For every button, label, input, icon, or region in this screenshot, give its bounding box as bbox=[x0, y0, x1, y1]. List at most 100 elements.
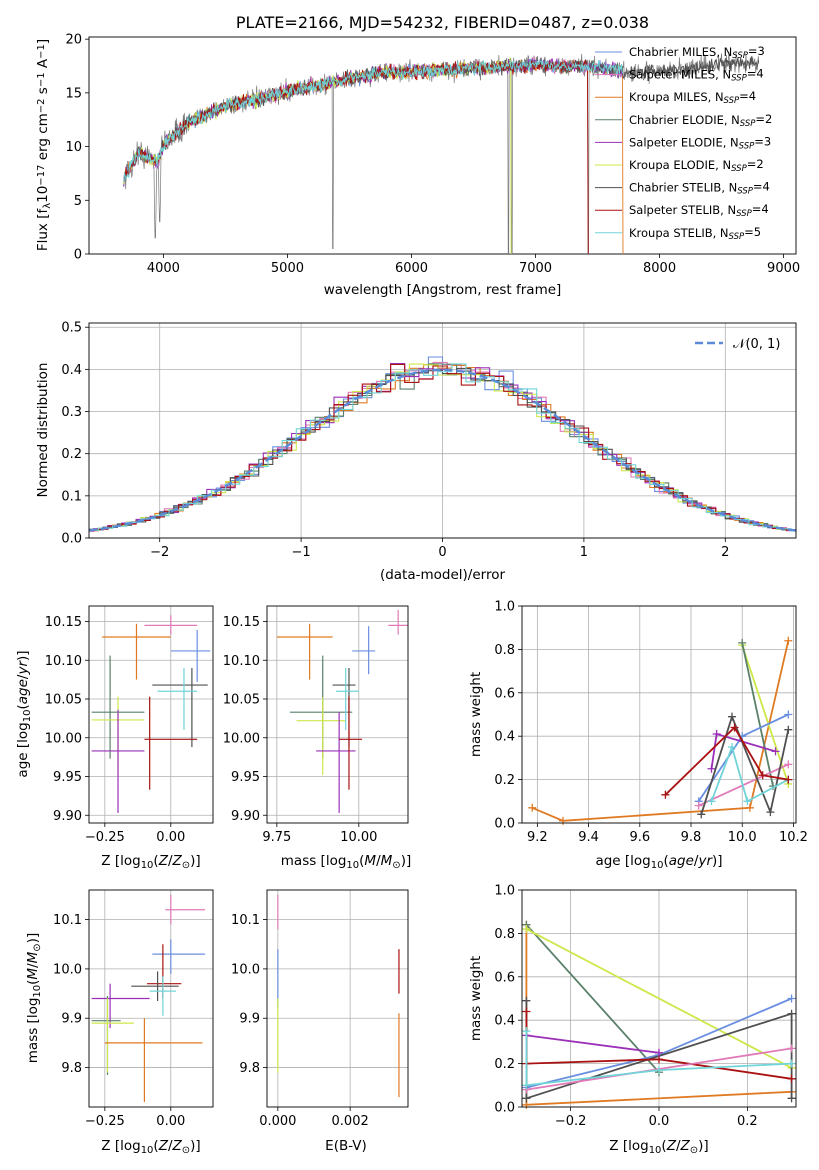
spectrum-ytick-label: 15 bbox=[65, 86, 82, 101]
weight-vs-Z-marker-salpeter_stelib bbox=[522, 1007, 531, 1016]
legend-label-post: =5 bbox=[744, 225, 761, 239]
normal-legend-label: 𝒩(0, 1) bbox=[733, 337, 780, 352]
weight-vs-Z-ytick-label: 1.0 bbox=[494, 884, 515, 899]
spectrum-ylabel-part: A bbox=[35, 58, 51, 72]
weight-vs-age-ytick-label: 0.0 bbox=[494, 817, 515, 832]
mass-vs-Z-xtick-label: 0.00 bbox=[156, 1114, 185, 1129]
age-vs-Z-xlabel-part: / bbox=[168, 853, 173, 869]
weight-vs-Z-marker-kroupa_stelib bbox=[522, 1027, 531, 1036]
weight-vs-age-ytick-label: 1.0 bbox=[494, 600, 515, 615]
weight-vs-Z-xlabel: Z [log10(Z/Z⊙)] bbox=[609, 1138, 708, 1156]
spectrum-ylabel-part: 10 bbox=[35, 186, 51, 203]
weight-vs-Z-marker-chabrier_stelib bbox=[787, 1009, 796, 1018]
weight-vs-Z-frame bbox=[521, 889, 797, 1108]
residuals-ytick-label: 0.0 bbox=[61, 532, 82, 547]
weight-vs-age-marker-chabrier_elodie bbox=[738, 638, 747, 647]
weight-vs-age-marker-kroupa_stelib bbox=[727, 743, 736, 752]
spectrum-ytick-label: 10 bbox=[65, 140, 82, 155]
legend-label-post: =4 bbox=[739, 89, 756, 103]
hist-kroupa_stelib bbox=[89, 363, 796, 532]
weight-vs-age-line-kroupa_stelib bbox=[710, 744, 789, 803]
age-vs-Z-ytick-label: 9.95 bbox=[53, 770, 82, 785]
weight-vs-age-marker-kroupa_miles bbox=[528, 803, 537, 812]
age-vs-mass-ytick-label: 10.10 bbox=[223, 654, 260, 669]
legend-label-kroupa_miles: Kroupa MILES, NSSP=4 bbox=[629, 89, 756, 106]
age-vs-mass-xtick-label: 10.00 bbox=[340, 830, 377, 845]
mass-vs-Z-ytick-label: 9.8 bbox=[61, 1061, 82, 1076]
spectrum-xtick-label: 5000 bbox=[271, 261, 304, 276]
spectrum-ylabel-part: λ bbox=[42, 203, 53, 209]
mass-vs-Z-ylabel-part: / bbox=[25, 963, 41, 968]
legend-label-pre: Kroupa STELIB, N bbox=[629, 226, 729, 240]
mass-vs-EBV-ytick-label: 10.1 bbox=[231, 913, 260, 928]
weight-vs-age-ytick-label: 0.6 bbox=[494, 686, 515, 701]
weight-vs-Z-ytick-label: 0.0 bbox=[494, 1101, 515, 1116]
residuals-ytick-label: 0.1 bbox=[61, 489, 82, 504]
mass-vs-Z-ytick-label: 10.0 bbox=[53, 962, 82, 977]
legend-label-post: =4 bbox=[753, 180, 770, 194]
weight-vs-age-marker-salpeter_elodie bbox=[707, 764, 716, 773]
age-vs-Z-xtick-label: 0.00 bbox=[156, 830, 185, 845]
normal-curve bbox=[89, 368, 796, 532]
mass-vs-Z-xtick-label: −0.25 bbox=[85, 1114, 125, 1129]
weight-vs-age-ytick-label: 0.8 bbox=[494, 643, 515, 658]
weight-vs-age-marker-chabrier_stelib bbox=[784, 725, 793, 734]
weight-vs-age-marker-kroupa_miles bbox=[784, 636, 793, 645]
weight-vs-age-xtick-label: 10.0 bbox=[728, 830, 757, 845]
mass-vs-Z-ytick-label: 10.1 bbox=[53, 913, 82, 928]
age-vs-mass-xlabel-part: ( bbox=[359, 853, 364, 869]
mass-vs-Z-xlabel-part: Z [log bbox=[101, 1138, 140, 1154]
weight-vs-age-line-chabrier_elodie bbox=[741, 642, 774, 787]
weight-vs-Z-xlabel-part: )] bbox=[698, 1138, 709, 1154]
weight-vs-Z-marker-chabrier_stelib bbox=[522, 1094, 531, 1103]
age-vs-mass-ytick-label: 10.15 bbox=[223, 615, 260, 630]
age-vs-Z-xlabel-part: 10 bbox=[141, 860, 154, 871]
spectrum-ylabel-part: −1 bbox=[36, 72, 47, 87]
residuals-ytick-label: 0.4 bbox=[61, 363, 82, 378]
age-vs-mass-xlabel-part: / bbox=[376, 853, 381, 869]
weight-vs-age-marker-chabrier_stelib bbox=[766, 808, 775, 817]
age-vs-Z-xlabel-part: Z bbox=[158, 853, 169, 869]
age-vs-Z-xlabel-part: )] bbox=[190, 853, 201, 869]
age-vs-Z-ytick-label: 10.15 bbox=[45, 615, 82, 630]
legend-label-sub: SSP bbox=[740, 119, 756, 129]
weight-vs-age-ylabel: mass weight bbox=[468, 672, 484, 757]
weight-vs-age-line-chabrier_stelib bbox=[700, 714, 790, 816]
weight-vs-age-marker-kroupa_stelib bbox=[707, 797, 716, 806]
age-vs-Z-xlabel-part: ( bbox=[153, 853, 158, 869]
weight-vs-Z-line-chabrier_elodie bbox=[525, 924, 660, 1073]
weight-vs-age-line-kroupa_elodie bbox=[741, 644, 790, 785]
spectrum-model-line-kroupa_miles bbox=[123, 58, 624, 254]
weight-vs-Z-line-salpeter_elodie bbox=[526, 1034, 660, 1054]
spectrum-ylabel-part: ] bbox=[35, 39, 51, 44]
age-vs-mass-xlabel-part: M bbox=[381, 853, 393, 869]
spectrum-ytick-label: 0 bbox=[74, 248, 82, 263]
weight-vs-Z-xtick-label: 0.0 bbox=[649, 1114, 670, 1129]
weight-vs-age-xlabel-part: / bbox=[694, 853, 699, 869]
mass-vs-Z-xlabel-part: Z bbox=[172, 1138, 183, 1154]
weight-vs-Z-marker-kroupa_stelib bbox=[522, 1081, 531, 1090]
mass-vs-Z-ytick-label: 9.9 bbox=[61, 1012, 82, 1027]
weight-vs-age-xtick-label: 10.2 bbox=[779, 830, 808, 845]
mass-vs-EBV-xtick-label: 0.002 bbox=[332, 1114, 369, 1129]
weight-vs-Z-ytick-label: 0.8 bbox=[494, 927, 515, 942]
age-vs-mass-ytick-label: 9.95 bbox=[231, 770, 260, 785]
mass-vs-Z-xlabel: Z [log10(Z/Z⊙)] bbox=[101, 1138, 200, 1156]
weight-vs-age-marker-salpeter_miles bbox=[784, 760, 793, 769]
legend-label-pre: Chabrier STELIB, N bbox=[629, 181, 737, 195]
weight-vs-age-xlabel-part: ( bbox=[663, 853, 668, 869]
legend-label-pre: Chabrier ELODIE, N bbox=[629, 113, 740, 127]
mass-vs-Z-xlabel-part: Z bbox=[158, 1138, 169, 1154]
residuals-ytick-label: 0.3 bbox=[61, 405, 82, 420]
mass-vs-Z-xlabel-part: / bbox=[168, 1138, 173, 1154]
age-vs-mass-ytick-label: 10.05 bbox=[223, 693, 260, 708]
residuals-ylabel: Normed distribution bbox=[35, 363, 51, 498]
legend-label-post: =2 bbox=[755, 112, 772, 126]
age-vs-Z-xlabel-part: ⊙ bbox=[182, 860, 190, 871]
legend-label-post: =3 bbox=[748, 44, 765, 58]
weight-vs-age-xlabel-part: 10 bbox=[651, 860, 664, 871]
spectrum-ylabel-part: erg cm bbox=[35, 113, 51, 164]
weight-vs-age-marker-chabrier_miles bbox=[784, 710, 793, 719]
weight-vs-Z-marker-chabrier_stelib bbox=[787, 1094, 796, 1103]
